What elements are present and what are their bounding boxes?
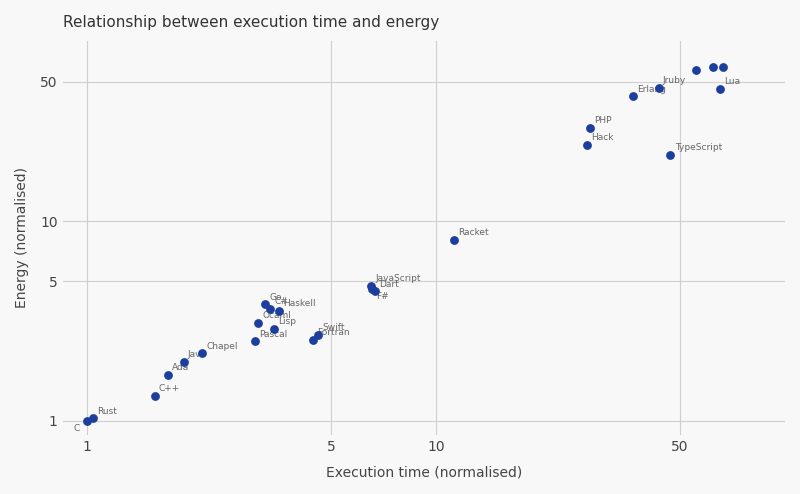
Point [584,124,597,132]
Text: Erlang: Erlang [638,84,666,93]
Point [273,307,286,315]
Point [307,336,320,344]
Text: Fortran: Fortran [318,328,350,337]
Point [690,66,702,74]
Text: Haskell: Haskell [283,299,316,308]
Point [717,63,730,71]
Point [258,300,271,308]
Point [252,319,265,327]
Text: C: C [74,424,79,433]
Text: Rust: Rust [98,407,118,415]
Point [264,305,277,313]
Point [196,349,209,357]
Point [580,141,593,149]
Text: Ocaml: Ocaml [262,311,291,320]
Point [86,414,99,422]
X-axis label: Execution time (normalised): Execution time (normalised) [326,465,522,479]
Point [626,92,639,100]
Text: Relationship between execution time and energy: Relationship between execution time and … [62,15,439,30]
Point [448,236,461,244]
Text: C++: C++ [158,384,180,393]
Point [312,331,325,339]
Text: Ada: Ada [172,363,189,372]
Point [706,63,719,71]
Text: Lisp: Lisp [278,317,297,326]
Point [366,285,378,292]
Point [714,85,727,93]
Text: Lua: Lua [725,77,741,86]
Point [178,358,190,366]
Text: PHP: PHP [594,116,612,125]
Text: Jruby: Jruby [663,76,686,85]
Text: TypeScript: TypeScript [674,143,722,152]
Text: Racket: Racket [458,228,489,237]
Text: Chapel: Chapel [206,341,238,351]
Point [664,151,677,159]
Text: Dart: Dart [379,280,398,288]
Point [268,325,281,332]
Point [148,392,161,400]
Text: C#: C# [274,297,288,306]
Text: JavaScript: JavaScript [375,274,421,283]
Point [162,371,174,379]
Point [652,84,665,92]
Text: Go: Go [269,292,282,302]
Text: F#: F# [376,292,389,301]
Text: Hack: Hack [590,133,614,142]
Y-axis label: Energy (normalised): Energy (normalised) [15,167,29,308]
Point [248,337,261,345]
Text: Java: Java [188,350,207,359]
Point [365,282,378,290]
Point [81,417,94,425]
Point [368,288,381,295]
Text: Pascal: Pascal [259,329,287,339]
Text: Swift: Swift [322,323,345,332]
